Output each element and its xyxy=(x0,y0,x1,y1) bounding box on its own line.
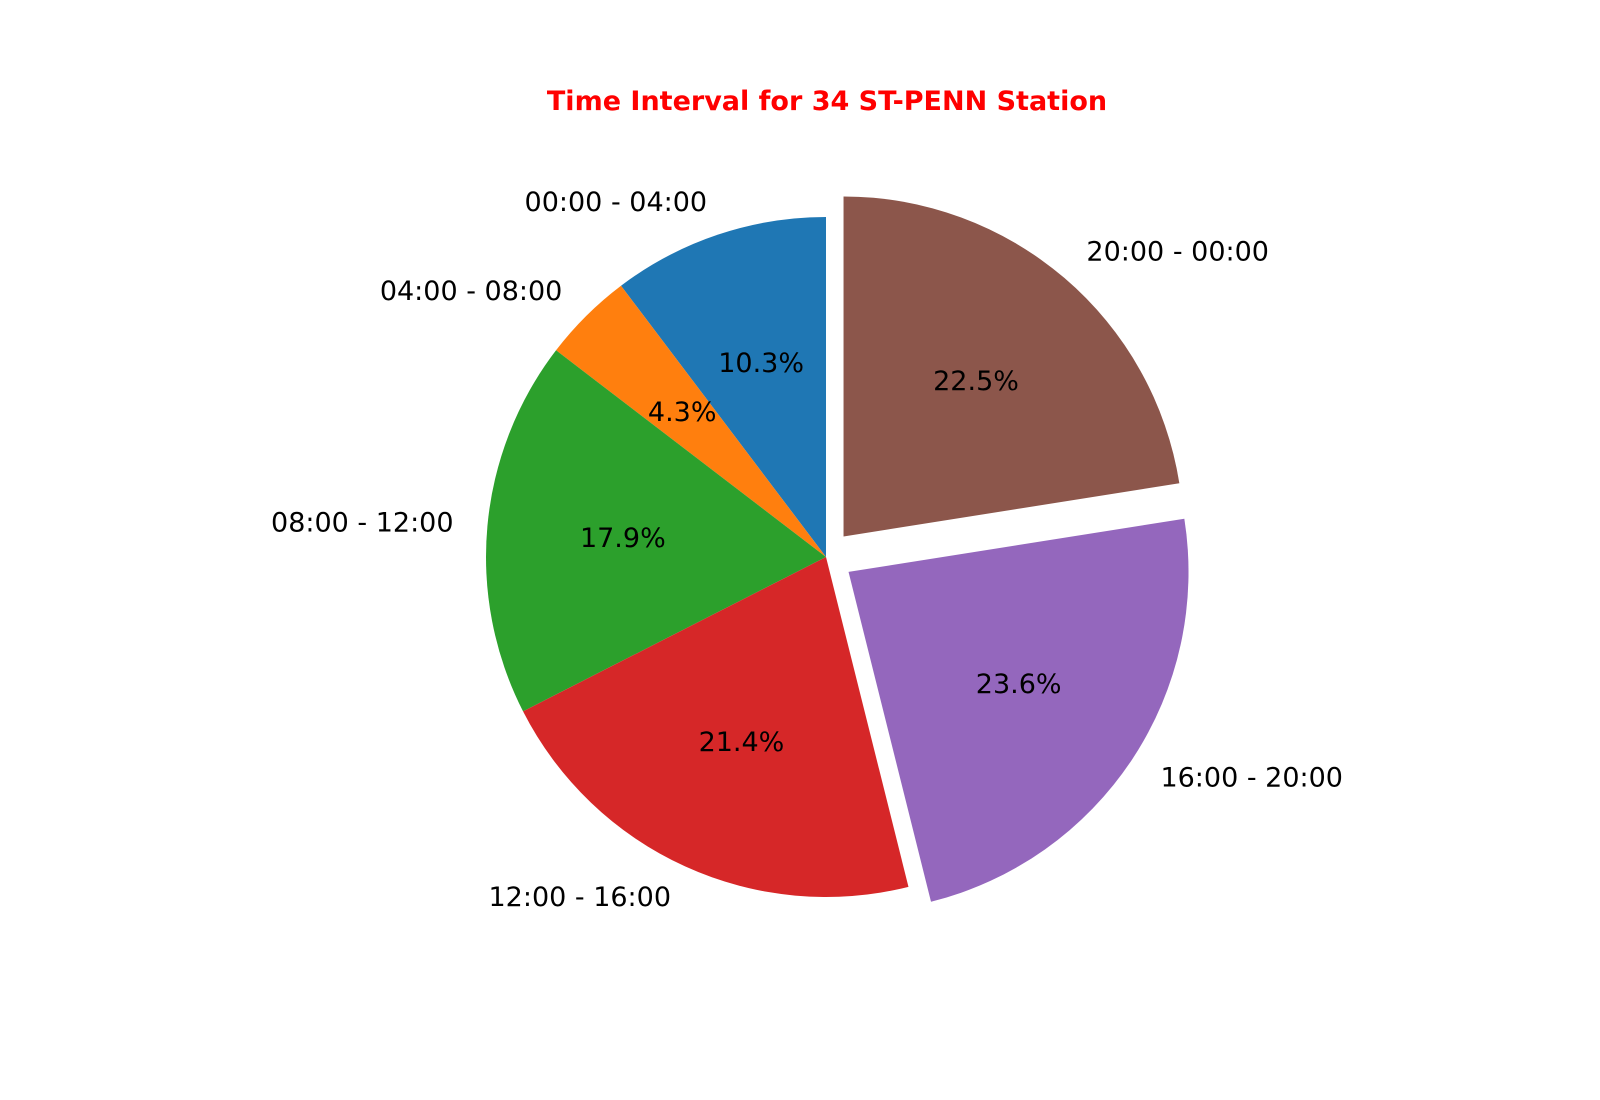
percent-label-2: 4.3% xyxy=(648,397,717,428)
pie-slices xyxy=(486,196,1189,902)
percent-label-6: 22.5% xyxy=(933,366,1019,397)
chart-title: Time Interval for 34 ST-PENN Station xyxy=(546,86,1108,117)
percent-label-3: 17.9% xyxy=(580,523,666,554)
category-label-2: 04:00 - 08:00 xyxy=(380,276,563,307)
percent-label-4: 21.4% xyxy=(699,727,785,758)
pie-slice-2 xyxy=(556,285,826,557)
pie-slice-6 xyxy=(843,196,1180,537)
pie-slice-1 xyxy=(621,217,826,557)
category-label-5: 16:00 - 20:00 xyxy=(1160,763,1343,794)
pie-slice-3 xyxy=(486,350,826,712)
percent-label-5: 23.6% xyxy=(976,669,1062,700)
pie-slice-4 xyxy=(523,557,909,897)
category-label-3: 08:00 - 12:00 xyxy=(271,507,454,538)
category-labels: 00:00 - 04:00 04:00 - 08:00 08:00 - 12:00 1… xyxy=(271,187,1343,913)
category-label-1: 00:00 - 04:00 xyxy=(525,187,708,218)
percent-label-1: 10.3% xyxy=(718,348,804,379)
category-label-6: 20:00 - 00:00 xyxy=(1086,237,1269,268)
category-label-4: 12:00 - 16:00 xyxy=(488,882,671,913)
percent-labels: 10.3%4.3% 17.9% 21.4% 23.6% 22.5% xyxy=(580,348,1062,758)
pie-slice-5 xyxy=(848,518,1189,902)
